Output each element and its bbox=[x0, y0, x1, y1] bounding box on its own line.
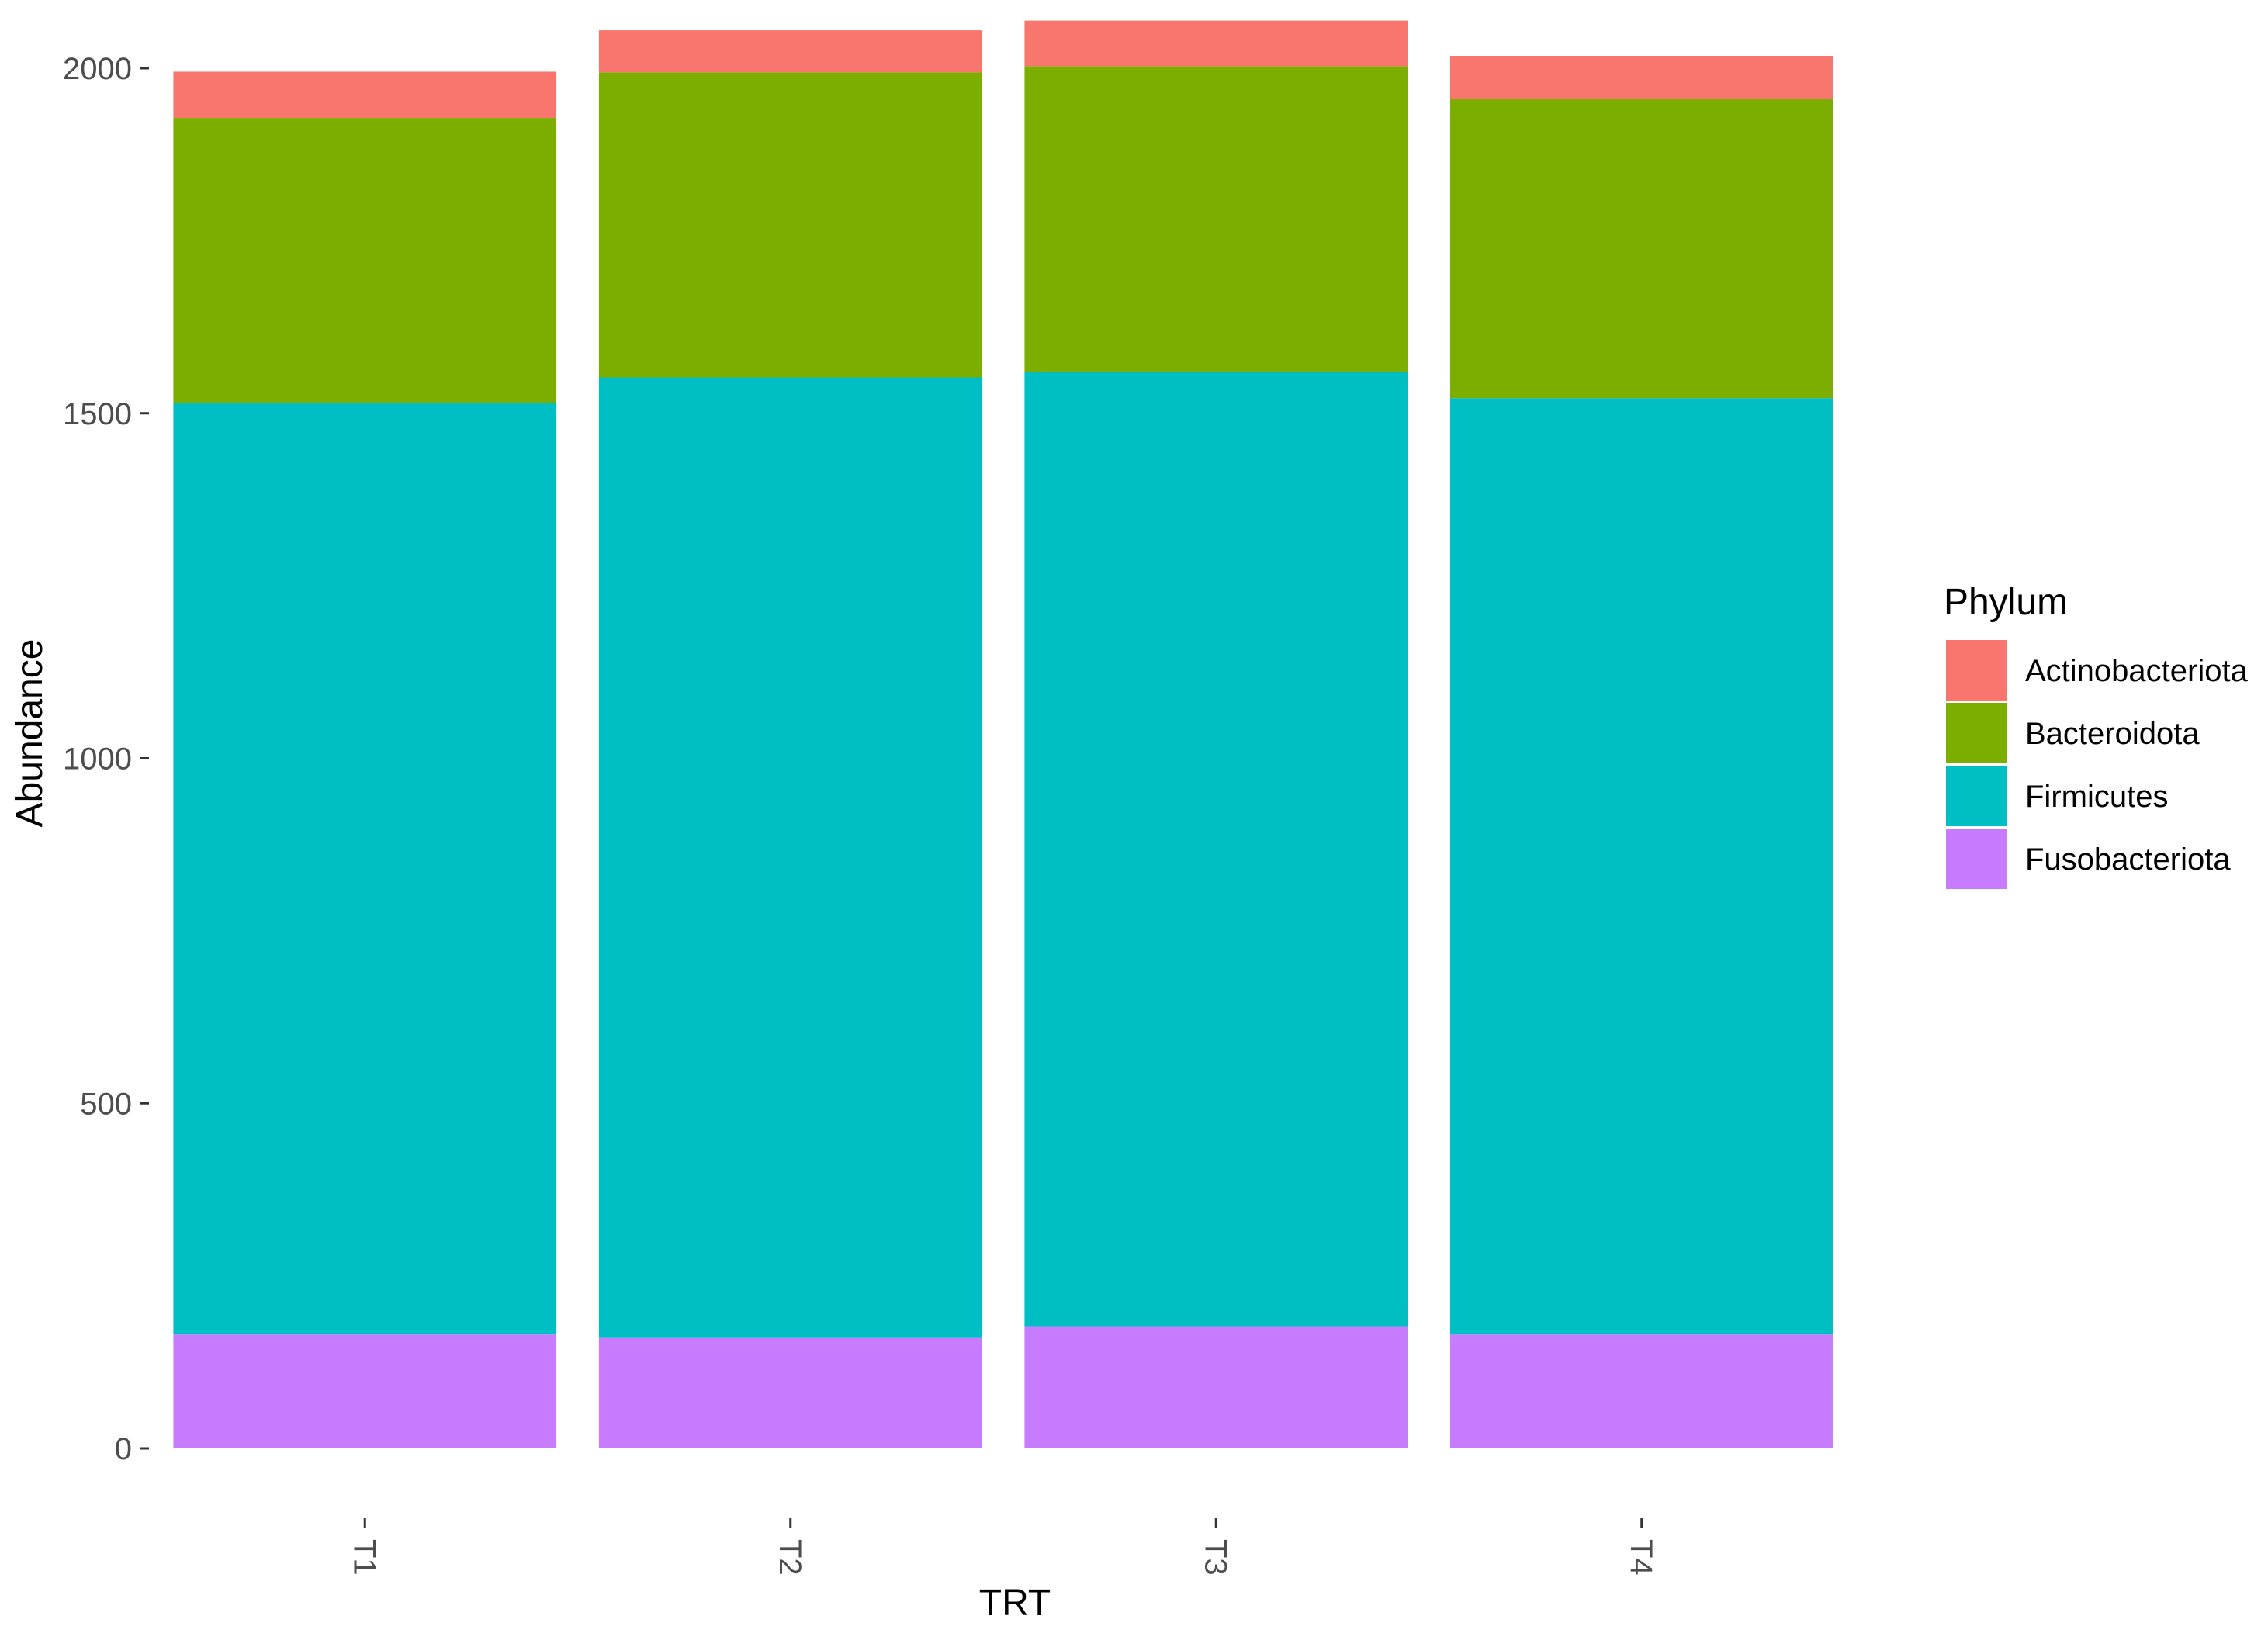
legend-key-bacteroidota bbox=[1946, 703, 2007, 763]
y-tick-label: 2000 bbox=[63, 52, 132, 86]
x-tick-label: T2 bbox=[773, 1539, 807, 1576]
bar-t1-fusobacteriota bbox=[173, 1334, 557, 1448]
bar-t2-firmicutes bbox=[598, 377, 982, 1338]
y-tick-label: 1500 bbox=[63, 397, 132, 431]
bar-t2-bacteroidota bbox=[598, 72, 982, 378]
legend-key-firmicutes bbox=[1946, 766, 2007, 826]
bar-t4-actinobacteriota bbox=[1449, 55, 1833, 100]
legend-label-actinobacteriota: Actinobacteriota bbox=[2025, 654, 2249, 688]
bar-t1-bacteroidota bbox=[173, 118, 557, 403]
x-tick-label: T4 bbox=[1624, 1539, 1658, 1576]
legend: Phylum Actinobacteriota Bacteroidota Firmi… bbox=[1944, 582, 2249, 889]
x-axis: T1 T2 T3 T4 bbox=[347, 1518, 1658, 1576]
y-tick-label: 1000 bbox=[63, 742, 132, 777]
bars bbox=[173, 20, 1833, 1448]
bar-t2-fusobacteriota bbox=[598, 1337, 982, 1448]
x-axis-title: TRT bbox=[979, 1583, 1051, 1624]
bar-t3-firmicutes bbox=[1024, 372, 1408, 1327]
bar-t1-firmicutes bbox=[173, 403, 557, 1335]
legend-key-fusobacteriota bbox=[1946, 829, 2007, 889]
legend-label-firmicutes: Firmicutes bbox=[2025, 780, 2168, 814]
bar-t4-fusobacteriota bbox=[1449, 1334, 1833, 1448]
legend-label-bacteroidota: Bacteroidota bbox=[2025, 717, 2200, 751]
bar-t3-bacteroidota bbox=[1024, 66, 1408, 372]
legend-items: Actinobacteriota Bacteroidota Firmicutes Fu… bbox=[1946, 640, 2249, 889]
legend-key-actinobacteriota bbox=[1946, 640, 2007, 701]
bar-t3-fusobacteriota bbox=[1024, 1326, 1408, 1448]
y-axis-title: Abundance bbox=[9, 639, 50, 828]
y-tick-label: 0 bbox=[115, 1432, 132, 1466]
legend-label-fusobacteriota: Fusobacteriota bbox=[2025, 842, 2231, 877]
bar-t4-bacteroidota bbox=[1449, 99, 1833, 399]
y-tick-label: 500 bbox=[80, 1087, 132, 1121]
bar-t4-firmicutes bbox=[1449, 398, 1833, 1335]
bar-t1-actinobacteriota bbox=[173, 71, 557, 119]
legend-title: Phylum bbox=[1944, 582, 2068, 623]
x-tick-label: T3 bbox=[1198, 1539, 1232, 1576]
bar-t3-actinobacteriota bbox=[1024, 20, 1408, 67]
x-tick-label: T1 bbox=[347, 1539, 381, 1576]
y-axis: 0 500 1000 1500 2000 bbox=[63, 52, 149, 1466]
bar-t2-actinobacteriota bbox=[598, 30, 982, 73]
